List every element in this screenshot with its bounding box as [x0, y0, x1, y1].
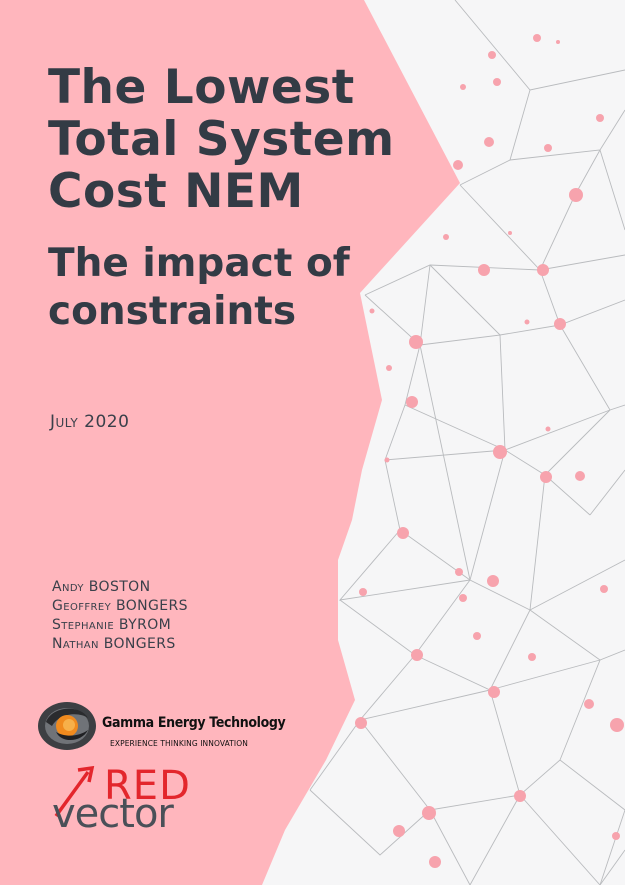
document-title: The Lowest Total System Cost NEM [48, 60, 395, 219]
author-name: Andy BOSTON [52, 579, 151, 595]
gamma-swirl-icon [38, 702, 96, 750]
arrow-icon [54, 766, 95, 818]
gamma-energy-logo: Gamma Energy Technology EXPERIENCE THINK… [36, 700, 296, 752]
network-nodes [355, 34, 624, 868]
author-name: Stephanie BYROM [52, 617, 172, 633]
author-name: Geoffrey BONGERS [52, 598, 188, 614]
publication-date: July 2020 [50, 412, 130, 432]
network-lines [309, 0, 625, 885]
gamma-tagline: EXPERIENCE THINKING INNOVATION [110, 739, 248, 748]
author-name: Nathan BONGERS [52, 636, 176, 652]
logo-text-red: RED [104, 763, 191, 809]
author-list: Andy BOSTON Geoffrey BONGERS Stephanie B… [52, 578, 188, 654]
gamma-company-name: Gamma Energy Technology [102, 715, 286, 731]
red-vector-logo: RED vector [48, 764, 208, 844]
document-subtitle: The impact of constraints [48, 241, 350, 334]
logo-text-vector: vector [52, 791, 174, 837]
pink-panel [0, 0, 460, 885]
